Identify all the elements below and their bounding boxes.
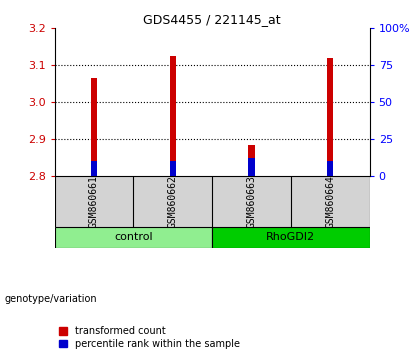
Text: GSM860664: GSM860664 <box>325 175 335 228</box>
Legend: transformed count, percentile rank within the sample: transformed count, percentile rank withi… <box>60 326 240 349</box>
Text: control: control <box>114 232 152 242</box>
Bar <box>170 161 176 176</box>
Bar <box>248 158 255 176</box>
Bar <box>327 161 333 176</box>
Bar <box>91 161 97 176</box>
Text: GSM860662: GSM860662 <box>168 175 178 228</box>
Bar <box>91 78 97 176</box>
Title: GDS4455 / 221145_at: GDS4455 / 221145_at <box>143 13 281 26</box>
Text: GSM860663: GSM860663 <box>247 175 257 228</box>
Bar <box>170 56 176 176</box>
FancyBboxPatch shape <box>55 227 212 248</box>
Bar <box>327 58 333 176</box>
Text: RhoGDI2: RhoGDI2 <box>266 232 315 242</box>
Text: GSM860661: GSM860661 <box>89 175 99 228</box>
Text: genotype/variation: genotype/variation <box>4 294 97 304</box>
Bar <box>248 145 255 176</box>
FancyBboxPatch shape <box>212 227 370 248</box>
